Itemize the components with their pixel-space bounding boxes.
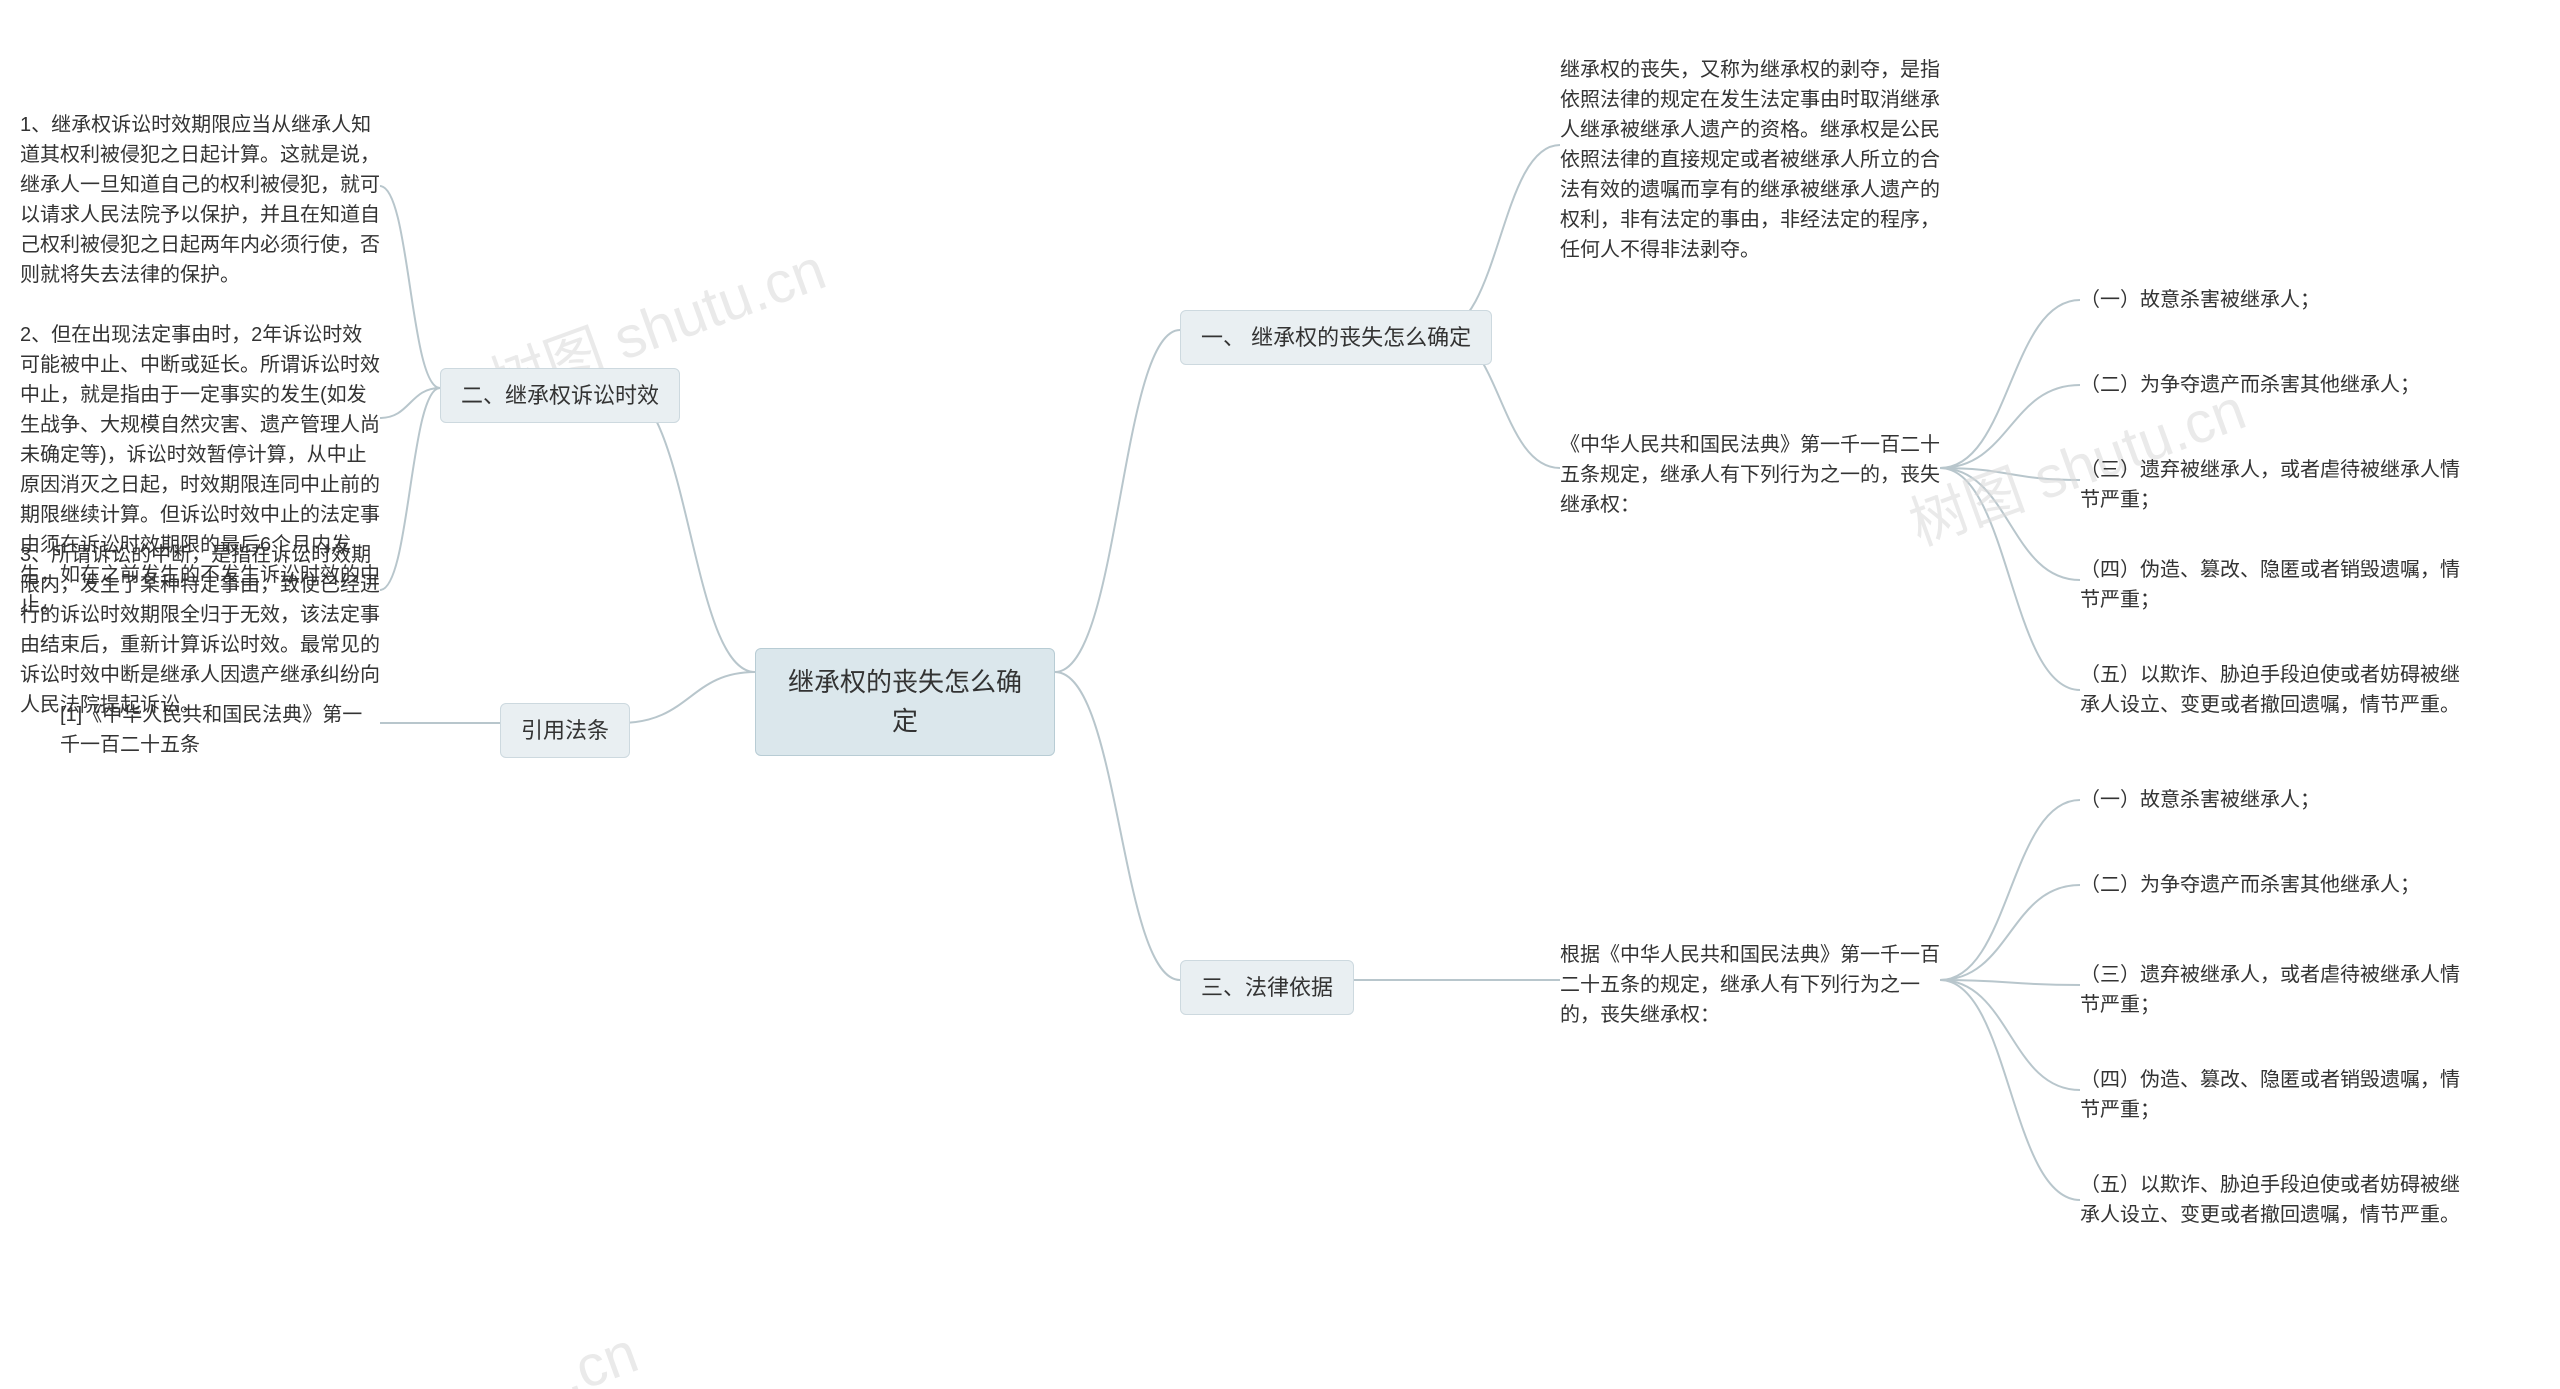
leaf-det-4: （四）伪造、篡改、隐匿或者销毁遗嘱，情节严重； [2080,555,2460,615]
sub-determine-law: 《中华人民共和国民法典》第一千一百二十五条规定，继承人有下列行为之一的，丧失继承… [1560,430,1940,520]
branch-limitation[interactable]: 二、继承权诉讼时效 [440,368,680,423]
leaf-det-1: （一）故意杀害被继承人； [2080,285,2460,315]
leaf-limitation-3: 3、所谓诉讼的中断，是指在诉讼时效期限内，发生了某种特定事由，致使已经进行的诉讼… [20,540,380,720]
leaf-law-2: （二）为争夺遗产而杀害其他继承人； [2080,870,2460,900]
leaf-law-5: （五）以欺诈、胁迫手段迫使或者妨碍被继承人设立、变更或者撤回遗嘱，情节严重。 [2080,1170,2460,1230]
leaf-law-1: （一）故意杀害被继承人； [2080,785,2460,815]
leaf-law-4: （四）伪造、篡改、隐匿或者销毁遗嘱，情节严重； [2080,1065,2460,1125]
leaf-citation-1: [1]《中华人民共和国民法典》第一千一百二十五条 [60,700,380,760]
leaf-det-3: （三）遗弃被继承人，或者虐待被继承人情节严重； [2080,455,2460,515]
leaf-det-5: （五）以欺诈、胁迫手段迫使或者妨碍被继承人设立、变更或者撤回遗嘱，情节严重。 [2080,660,2460,720]
branch-determine[interactable]: 一、 继承权的丧失怎么确定 [1180,310,1492,365]
sub-determine-desc: 继承权的丧失，又称为继承权的剥夺，是指依照法律的规定在发生法定事由时取消继承人继… [1560,55,1940,265]
leaf-det-2: （二）为争夺遗产而杀害其他继承人； [2080,370,2460,400]
watermark: .cn [551,1319,647,1389]
mindmap-root[interactable]: 继承权的丧失怎么确定 [755,648,1055,756]
branch-citation[interactable]: 引用法条 [500,703,630,758]
branch-legal-basis[interactable]: 三、法律依据 [1180,960,1354,1015]
leaf-law-3: （三）遗弃被继承人，或者虐待被继承人情节严重； [2080,960,2460,1020]
sub-legal-basis-text: 根据《中华人民共和国民法典》第一千一百二十五条的规定，继承人有下列行为之一的，丧… [1560,940,1940,1030]
leaf-limitation-1: 1、继承权诉讼时效期限应当从继承人知道其权利被侵犯之日起计算。这就是说，继承人一… [20,110,380,290]
